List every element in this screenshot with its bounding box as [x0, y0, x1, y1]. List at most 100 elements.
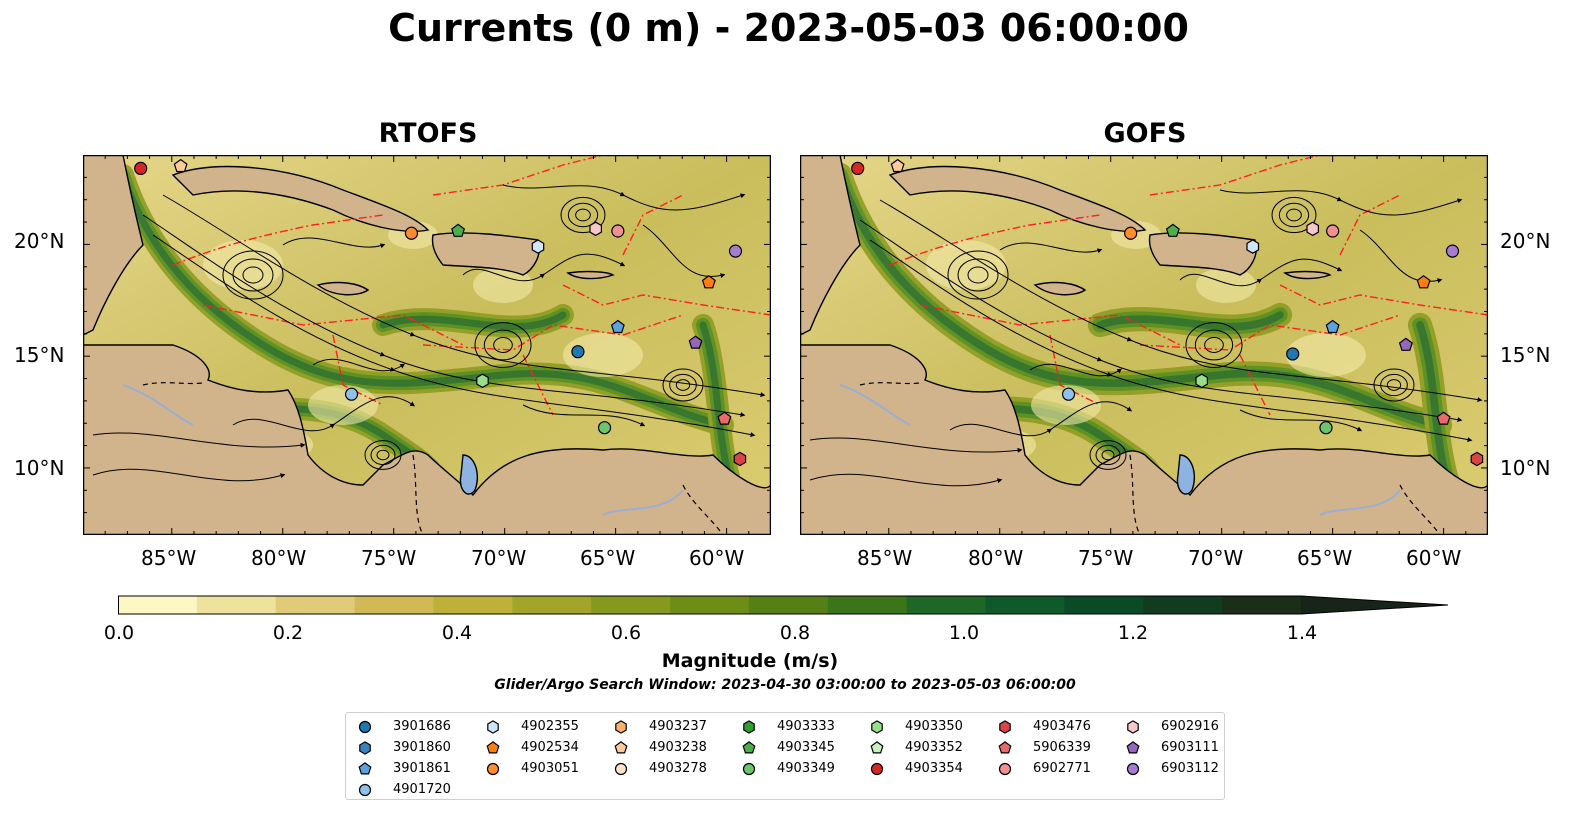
legend-label: 6903112 [1161, 761, 1219, 776]
colorbar-tick-6: 1.2 [1117, 622, 1149, 644]
colorbar-tick-0: 0.0 [103, 622, 135, 644]
land-masses [800, 155, 1488, 535]
legend-marker-4903350 [871, 720, 883, 734]
legend-label: 5906339 [1033, 740, 1091, 755]
float-markers [134, 158, 747, 467]
legend-label: 4903051 [521, 761, 579, 776]
legend-label: 6903111 [1161, 740, 1219, 755]
colorbar-label: Magnitude (m/s) [661, 650, 839, 672]
lat-label-20n-right: 20°N [1500, 229, 1551, 253]
float-marker-4903476[interactable] [1470, 451, 1484, 467]
legend-marker-4903352 [870, 741, 884, 754]
colorbar-tick-4: 0.8 [779, 622, 811, 644]
float-marker-4903238[interactable] [173, 158, 188, 173]
legend-marker-6902771 [998, 762, 1012, 776]
legend-label: 4902355 [521, 719, 579, 734]
lat-label-10n-left: 10°N [14, 456, 65, 480]
float-marker-4902355[interactable] [531, 239, 545, 254]
float-marker-5906339[interactable] [717, 411, 732, 425]
lon-label-70w-right: 70°W [1188, 546, 1244, 570]
float-marker-6903112[interactable] [728, 244, 743, 258]
search-window-text: Glider/Argo Search Window: 2023-04-30 03… [494, 677, 1076, 693]
float-marker-6902771[interactable] [1326, 224, 1340, 238]
colorbar-tick-7: 1.4 [1286, 622, 1318, 644]
legend-marker-4903349 [742, 762, 756, 776]
float-marker-6902771[interactable] [611, 224, 625, 238]
float-marker-4903051[interactable] [1124, 226, 1138, 240]
float-marker-4903238[interactable] [890, 158, 905, 173]
legend-label: 6902771 [1033, 761, 1091, 776]
legend-marker-4903476 [999, 720, 1011, 734]
float-marker-4903349[interactable] [1319, 421, 1333, 435]
float-marker-4903349[interactable] [597, 421, 612, 435]
legend-marker-5906339 [998, 741, 1012, 754]
colorbar-tick-3: 0.6 [610, 622, 642, 644]
legend-label: 3901860 [393, 740, 451, 755]
float-marker-6903111[interactable] [1398, 337, 1413, 351]
lon-label-80w-right: 80°W [968, 546, 1024, 570]
legend-marker-3901860 [359, 741, 371, 755]
legend-marker-4902355 [487, 720, 499, 734]
float-marker-4902355[interactable] [1246, 239, 1260, 254]
lon-label-60w-right: 60°W [1406, 546, 1462, 570]
legend-label: 6902916 [1161, 719, 1219, 734]
float-marker-4903350[interactable] [1195, 373, 1208, 389]
float-marker-4903345[interactable] [1165, 223, 1180, 237]
float-markers [851, 158, 1484, 467]
float-marker-5906339[interactable] [1436, 411, 1451, 425]
legend-marker-4903354 [870, 762, 884, 776]
lon-label-85w-left: 85°W [141, 546, 197, 570]
legend-marker-6902916 [1127, 720, 1139, 734]
legend-label: 4903238 [649, 740, 707, 755]
lat-label-15n-right: 15°N [1500, 343, 1551, 367]
float-marker-3901686[interactable] [1286, 347, 1300, 361]
legend-marker-4903345 [742, 741, 756, 754]
legend-marker-4903237 [615, 720, 627, 734]
lon-label-85w-right: 85°W [857, 546, 913, 570]
legend-label: 4903476 [1033, 719, 1091, 734]
float-marker-4903345[interactable] [451, 223, 466, 237]
legend-label: 3901686 [393, 719, 451, 734]
lon-label-60w-left: 60°W [689, 546, 745, 570]
float-marker-4903354[interactable] [134, 161, 148, 176]
legend-marker-6903111 [1126, 741, 1140, 754]
legend-label: 4903237 [649, 719, 707, 734]
lat-label-15n-left: 15°N [14, 343, 65, 367]
colorbar-tick-1: 0.2 [272, 622, 304, 644]
float-marker-4902534[interactable] [701, 275, 716, 289]
legend-label: 4902534 [521, 740, 579, 755]
rtofs-map[interactable] [83, 155, 771, 535]
legend-marker-4903051 [486, 762, 500, 776]
legend-marker-4902534 [486, 741, 500, 754]
lon-label-70w-left: 70°W [471, 546, 527, 570]
float-marker-3901861[interactable] [610, 319, 625, 334]
lon-label-75w-left: 75°W [361, 546, 417, 570]
float-marker-3901861[interactable] [1325, 319, 1340, 334]
gofs-map[interactable] [800, 155, 1488, 535]
panel-title-rtofs: RTOFS [378, 118, 478, 149]
legend-marker-6903112 [1126, 762, 1140, 776]
float-marker-4901720[interactable] [344, 387, 359, 401]
legend-marker-3901861 [358, 762, 372, 775]
legend-marker-4903333 [743, 720, 755, 734]
float-marker-6902916[interactable] [589, 221, 603, 237]
float-marker-4901720[interactable] [1061, 387, 1076, 401]
panel-title-gofs: GOFS [1103, 118, 1187, 149]
legend-marker-4901720 [358, 783, 372, 797]
legend-label: 4903333 [777, 719, 835, 734]
float-marker-4903051[interactable] [404, 226, 419, 240]
float-marker-4903354[interactable] [851, 161, 865, 176]
float-marker-6903112[interactable] [1445, 244, 1460, 258]
float-legend: 3901686 3901860 3901861 4901720 4902355 49025… [345, 712, 1225, 800]
float-marker-4902534[interactable] [1416, 275, 1431, 289]
float-marker-4903350[interactable] [476, 373, 489, 389]
legend-label: 4903278 [649, 761, 707, 776]
current-streamlines [809, 189, 1483, 487]
float-marker-6902916[interactable] [1306, 221, 1320, 237]
float-marker-3901686[interactable] [571, 345, 585, 359]
legend-marker-4903278 [614, 762, 628, 776]
colorbar [118, 595, 1449, 615]
float-marker-6903111[interactable] [688, 335, 703, 349]
float-marker-4903476[interactable] [733, 451, 747, 467]
legend-label: 4903349 [777, 761, 835, 776]
